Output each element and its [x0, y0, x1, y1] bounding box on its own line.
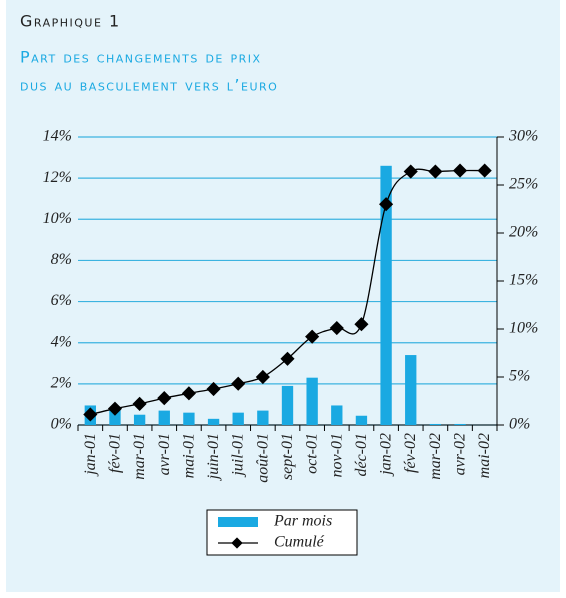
- marker: [231, 376, 246, 391]
- bar: [133, 414, 146, 425]
- marker: [452, 163, 468, 178]
- x-tick-label: jan-01: [82, 433, 99, 477]
- x-tick-label: nov-01: [328, 433, 345, 477]
- y2-tick-label: 30%: [508, 128, 538, 145]
- bar: [355, 415, 368, 425]
- chart-title: Graphique 1: [20, 12, 121, 31]
- bar: [207, 418, 220, 425]
- y2-tick-label: 15%: [509, 272, 538, 289]
- legend-label: Par mois: [273, 513, 332, 530]
- bar: [429, 423, 442, 425]
- marker: [157, 391, 172, 406]
- legend-label: Cumulé: [274, 534, 325, 551]
- y-tick-label: 2%: [51, 375, 72, 392]
- bar: [331, 405, 343, 425]
- bar: [257, 410, 269, 425]
- chart-subtitle: Part des changements de prix: [20, 48, 262, 67]
- marker: [107, 401, 123, 416]
- y-tick-label: 12%: [43, 169, 72, 186]
- x-tick-label: sept-01: [279, 433, 296, 480]
- x-tick-label: août-01: [254, 433, 271, 483]
- bar: [454, 423, 466, 425]
- x-tick-label: jan-02: [378, 433, 395, 477]
- y2-tick-label: 5%: [509, 368, 530, 385]
- x-tick-label: juil-01: [230, 433, 247, 478]
- x-tick-label: oct-01: [304, 433, 321, 474]
- marker: [255, 369, 270, 385]
- background: [6, 0, 560, 592]
- marker: [403, 164, 418, 179]
- x-tick-label: fév-02: [402, 433, 419, 473]
- marker: [477, 163, 492, 178]
- bar: [232, 412, 244, 425]
- bar: [380, 165, 392, 426]
- y2-tick-label: 25%: [509, 176, 538, 193]
- marker: [354, 317, 369, 332]
- marker: [428, 164, 443, 179]
- bar: [158, 410, 170, 425]
- bar: [183, 412, 195, 425]
- y-tick-label: 4%: [51, 333, 72, 350]
- y2-tick-label: 10%: [509, 320, 538, 337]
- x-tick-label: mar-02: [427, 433, 444, 480]
- legend-marker: [231, 537, 243, 549]
- chart-subtitle: dus au basculement vers l’euro: [20, 76, 278, 95]
- y-tick-label: 6%: [51, 292, 72, 309]
- marker: [83, 407, 98, 422]
- marker: [206, 381, 221, 397]
- x-tick-label: déc-01: [353, 433, 370, 477]
- y-tick-label: 14%: [43, 128, 72, 145]
- bar: [109, 409, 121, 425]
- y2-tick-label: 0%: [509, 416, 530, 433]
- marker: [379, 197, 394, 212]
- bar: [281, 385, 294, 425]
- legend-swatch: [218, 517, 258, 527]
- x-tick-label: mai-02: [476, 433, 493, 478]
- y-tick-label: 8%: [51, 251, 72, 268]
- marker: [132, 396, 147, 411]
- x-tick-label: avr-01: [156, 433, 173, 475]
- marker: [329, 320, 344, 336]
- x-tick-label: avr-02: [452, 433, 469, 475]
- y2-tick-label: 20%: [509, 224, 538, 241]
- bar: [306, 377, 318, 425]
- x-tick-label: juin-01: [205, 433, 222, 481]
- x-tick-label: mai-01: [180, 433, 197, 478]
- marker: [181, 386, 196, 401]
- marker: [305, 329, 320, 344]
- bar: [405, 355, 417, 425]
- x-tick-label: mar-01: [131, 433, 148, 480]
- y-tick-label: 10%: [43, 210, 72, 227]
- y-tick-label: 0%: [51, 416, 72, 433]
- x-tick-label: fév-01: [106, 433, 123, 473]
- marker: [280, 351, 295, 366]
